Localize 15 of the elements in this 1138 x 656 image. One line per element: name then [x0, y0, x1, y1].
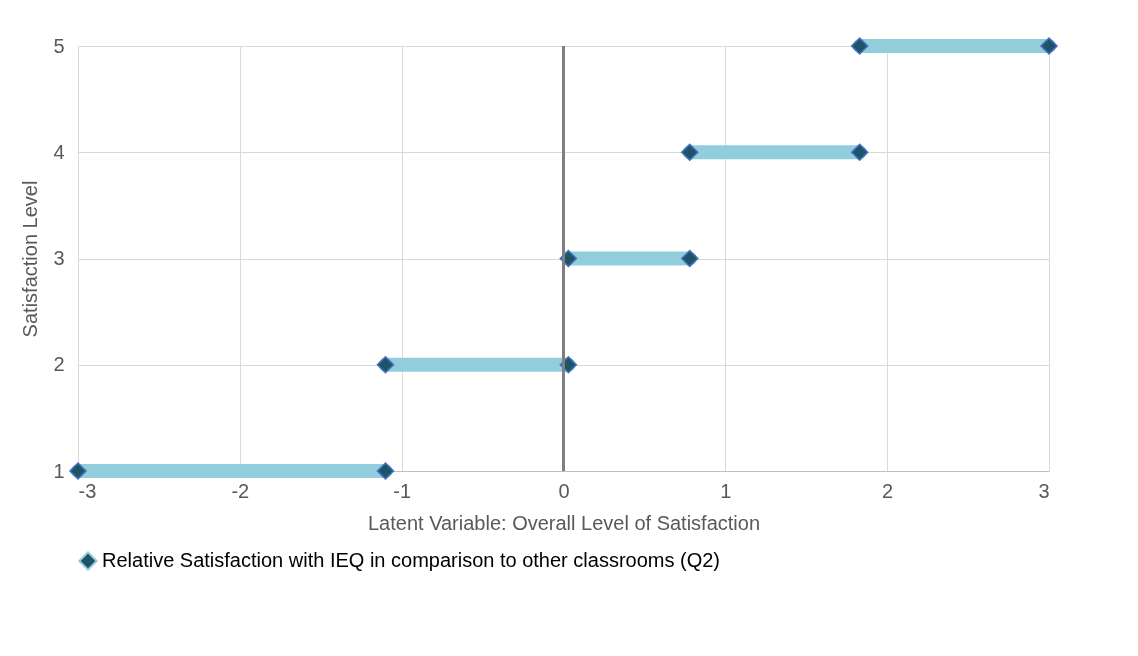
x-tick-label: -2 [231, 479, 250, 502]
legend-label: Relative Satisfaction with IEQ in comparison to other classrooms (Q2) [102, 549, 721, 571]
y-tick-label: 5 [53, 34, 65, 57]
y-tick-label: 2 [53, 353, 65, 376]
x-tick-label: 0 [558, 479, 570, 502]
x-tick-label: 2 [882, 479, 894, 502]
x-tick-label: -1 [393, 479, 412, 502]
y-axis-title: Satisfaction Level [19, 180, 42, 338]
y-tick-label: 3 [53, 247, 65, 269]
y-tick-label: 4 [53, 140, 65, 163]
x-axis-title: Latent Variable: Overall Level of Satisfaction [367, 511, 761, 534]
x-tick-label: -3 [78, 479, 97, 502]
x-tick-label: 1 [720, 479, 732, 502]
x-tick-label: 3 [1038, 479, 1050, 502]
y-tick-label: 1 [53, 459, 65, 482]
